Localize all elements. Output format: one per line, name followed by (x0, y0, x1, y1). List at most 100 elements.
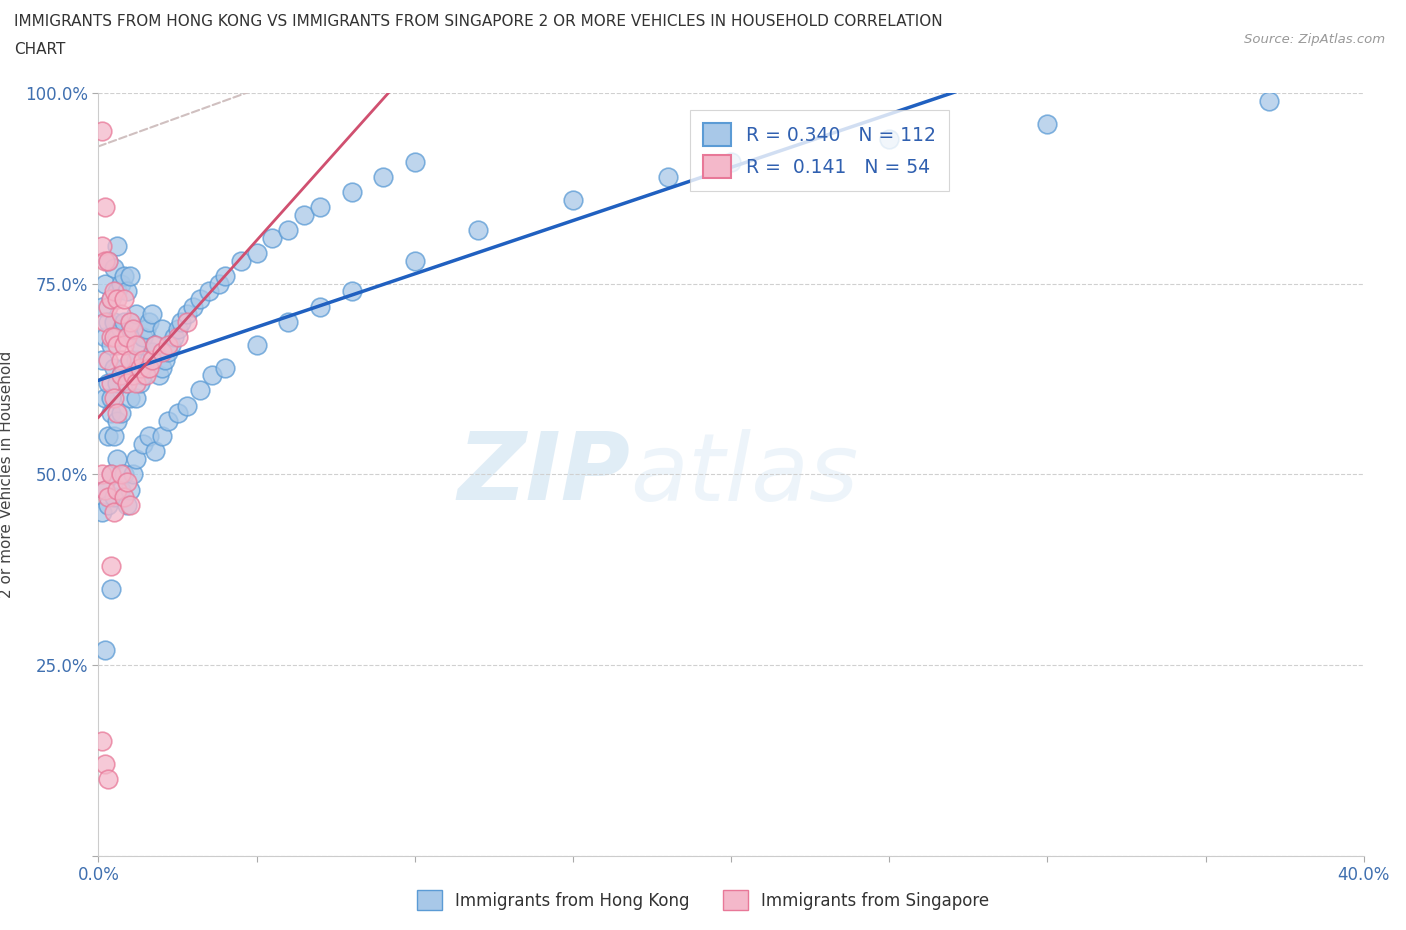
Point (122, 467, 145, 482)
Point (132, 329, 155, 344)
Point (115, 474, 138, 489)
Point (107, 284, 129, 299)
Point (120, 498, 141, 512)
Point (100, 291, 122, 306)
Point (1036, 116, 1059, 131)
Point (128, 338, 150, 352)
Point (404, 253, 426, 268)
Point (112, 269, 135, 284)
Point (214, 269, 236, 284)
Point (93, 314, 117, 329)
Point (93, 482, 117, 497)
Point (103, 360, 125, 375)
Point (110, 405, 132, 420)
Point (720, 154, 742, 169)
Point (97, 490, 120, 505)
Point (97, 253, 120, 268)
Point (112, 490, 135, 505)
Point (561, 193, 585, 207)
Point (135, 367, 157, 382)
Point (292, 207, 315, 222)
Point (110, 276, 132, 291)
Point (90, 238, 112, 253)
Point (100, 467, 122, 482)
Point (120, 314, 141, 329)
Point (125, 391, 148, 405)
Point (100, 338, 122, 352)
Text: ZIP: ZIP (457, 429, 630, 520)
Point (115, 329, 138, 344)
Point (115, 284, 138, 299)
Point (97, 253, 120, 268)
Text: IMMIGRANTS FROM HONG KONG VS IMMIGRANTS FROM SINGAPORE 2 OR MORE VEHICLES IN HOU: IMMIGRANTS FROM HONG KONG VS IMMIGRANTS … (14, 14, 942, 29)
Point (100, 405, 122, 420)
Point (93, 391, 117, 405)
Point (208, 276, 231, 291)
Point (188, 383, 211, 398)
Point (246, 246, 269, 260)
Point (132, 352, 155, 367)
Point (166, 329, 188, 344)
Point (93, 276, 117, 291)
Point (169, 314, 191, 329)
Point (246, 338, 269, 352)
Point (97, 314, 120, 329)
Text: Source: ZipAtlas.com: Source: ZipAtlas.com (1244, 33, 1385, 46)
Point (120, 352, 141, 367)
Point (110, 352, 132, 367)
Point (100, 581, 122, 596)
Text: CHART: CHART (14, 42, 66, 57)
Point (138, 314, 160, 329)
Point (141, 352, 163, 367)
Point (90, 505, 112, 520)
Point (153, 352, 176, 367)
Point (107, 238, 129, 253)
Point (112, 338, 135, 352)
Point (125, 376, 148, 391)
Point (176, 398, 198, 413)
Point (107, 338, 129, 352)
Point (201, 367, 224, 382)
Point (135, 322, 157, 337)
Point (107, 376, 129, 391)
Point (107, 291, 129, 306)
Point (100, 391, 122, 405)
Point (138, 352, 160, 367)
Point (120, 482, 141, 497)
Point (115, 376, 138, 391)
Point (107, 482, 129, 497)
Point (100, 376, 122, 391)
Point (340, 185, 363, 200)
Point (657, 169, 679, 184)
Point (100, 291, 122, 306)
Point (277, 314, 299, 329)
Point (93, 482, 117, 497)
Point (128, 376, 150, 391)
Point (262, 231, 284, 246)
Point (90, 299, 112, 314)
Point (100, 558, 122, 573)
Point (93, 757, 117, 772)
Point (157, 414, 180, 429)
Point (135, 360, 157, 375)
Point (150, 360, 173, 375)
Point (93, 200, 117, 215)
Y-axis label: 2 or more Vehicles in Household: 2 or more Vehicles in Household (0, 351, 14, 598)
Legend: R = 0.340   N = 112, R =  0.141   N = 54: R = 0.340 N = 112, R = 0.141 N = 54 (690, 110, 949, 192)
Point (277, 223, 299, 238)
Point (309, 200, 332, 215)
Point (148, 367, 170, 382)
Point (103, 261, 125, 276)
Point (110, 467, 132, 482)
Text: atlas: atlas (630, 429, 858, 520)
Point (120, 352, 141, 367)
Point (115, 376, 138, 391)
Point (90, 352, 112, 367)
Point (93, 253, 117, 268)
Point (1257, 93, 1279, 108)
Point (107, 329, 129, 344)
Point (103, 490, 125, 505)
Point (157, 345, 180, 360)
Point (93, 329, 117, 344)
Point (166, 322, 188, 337)
